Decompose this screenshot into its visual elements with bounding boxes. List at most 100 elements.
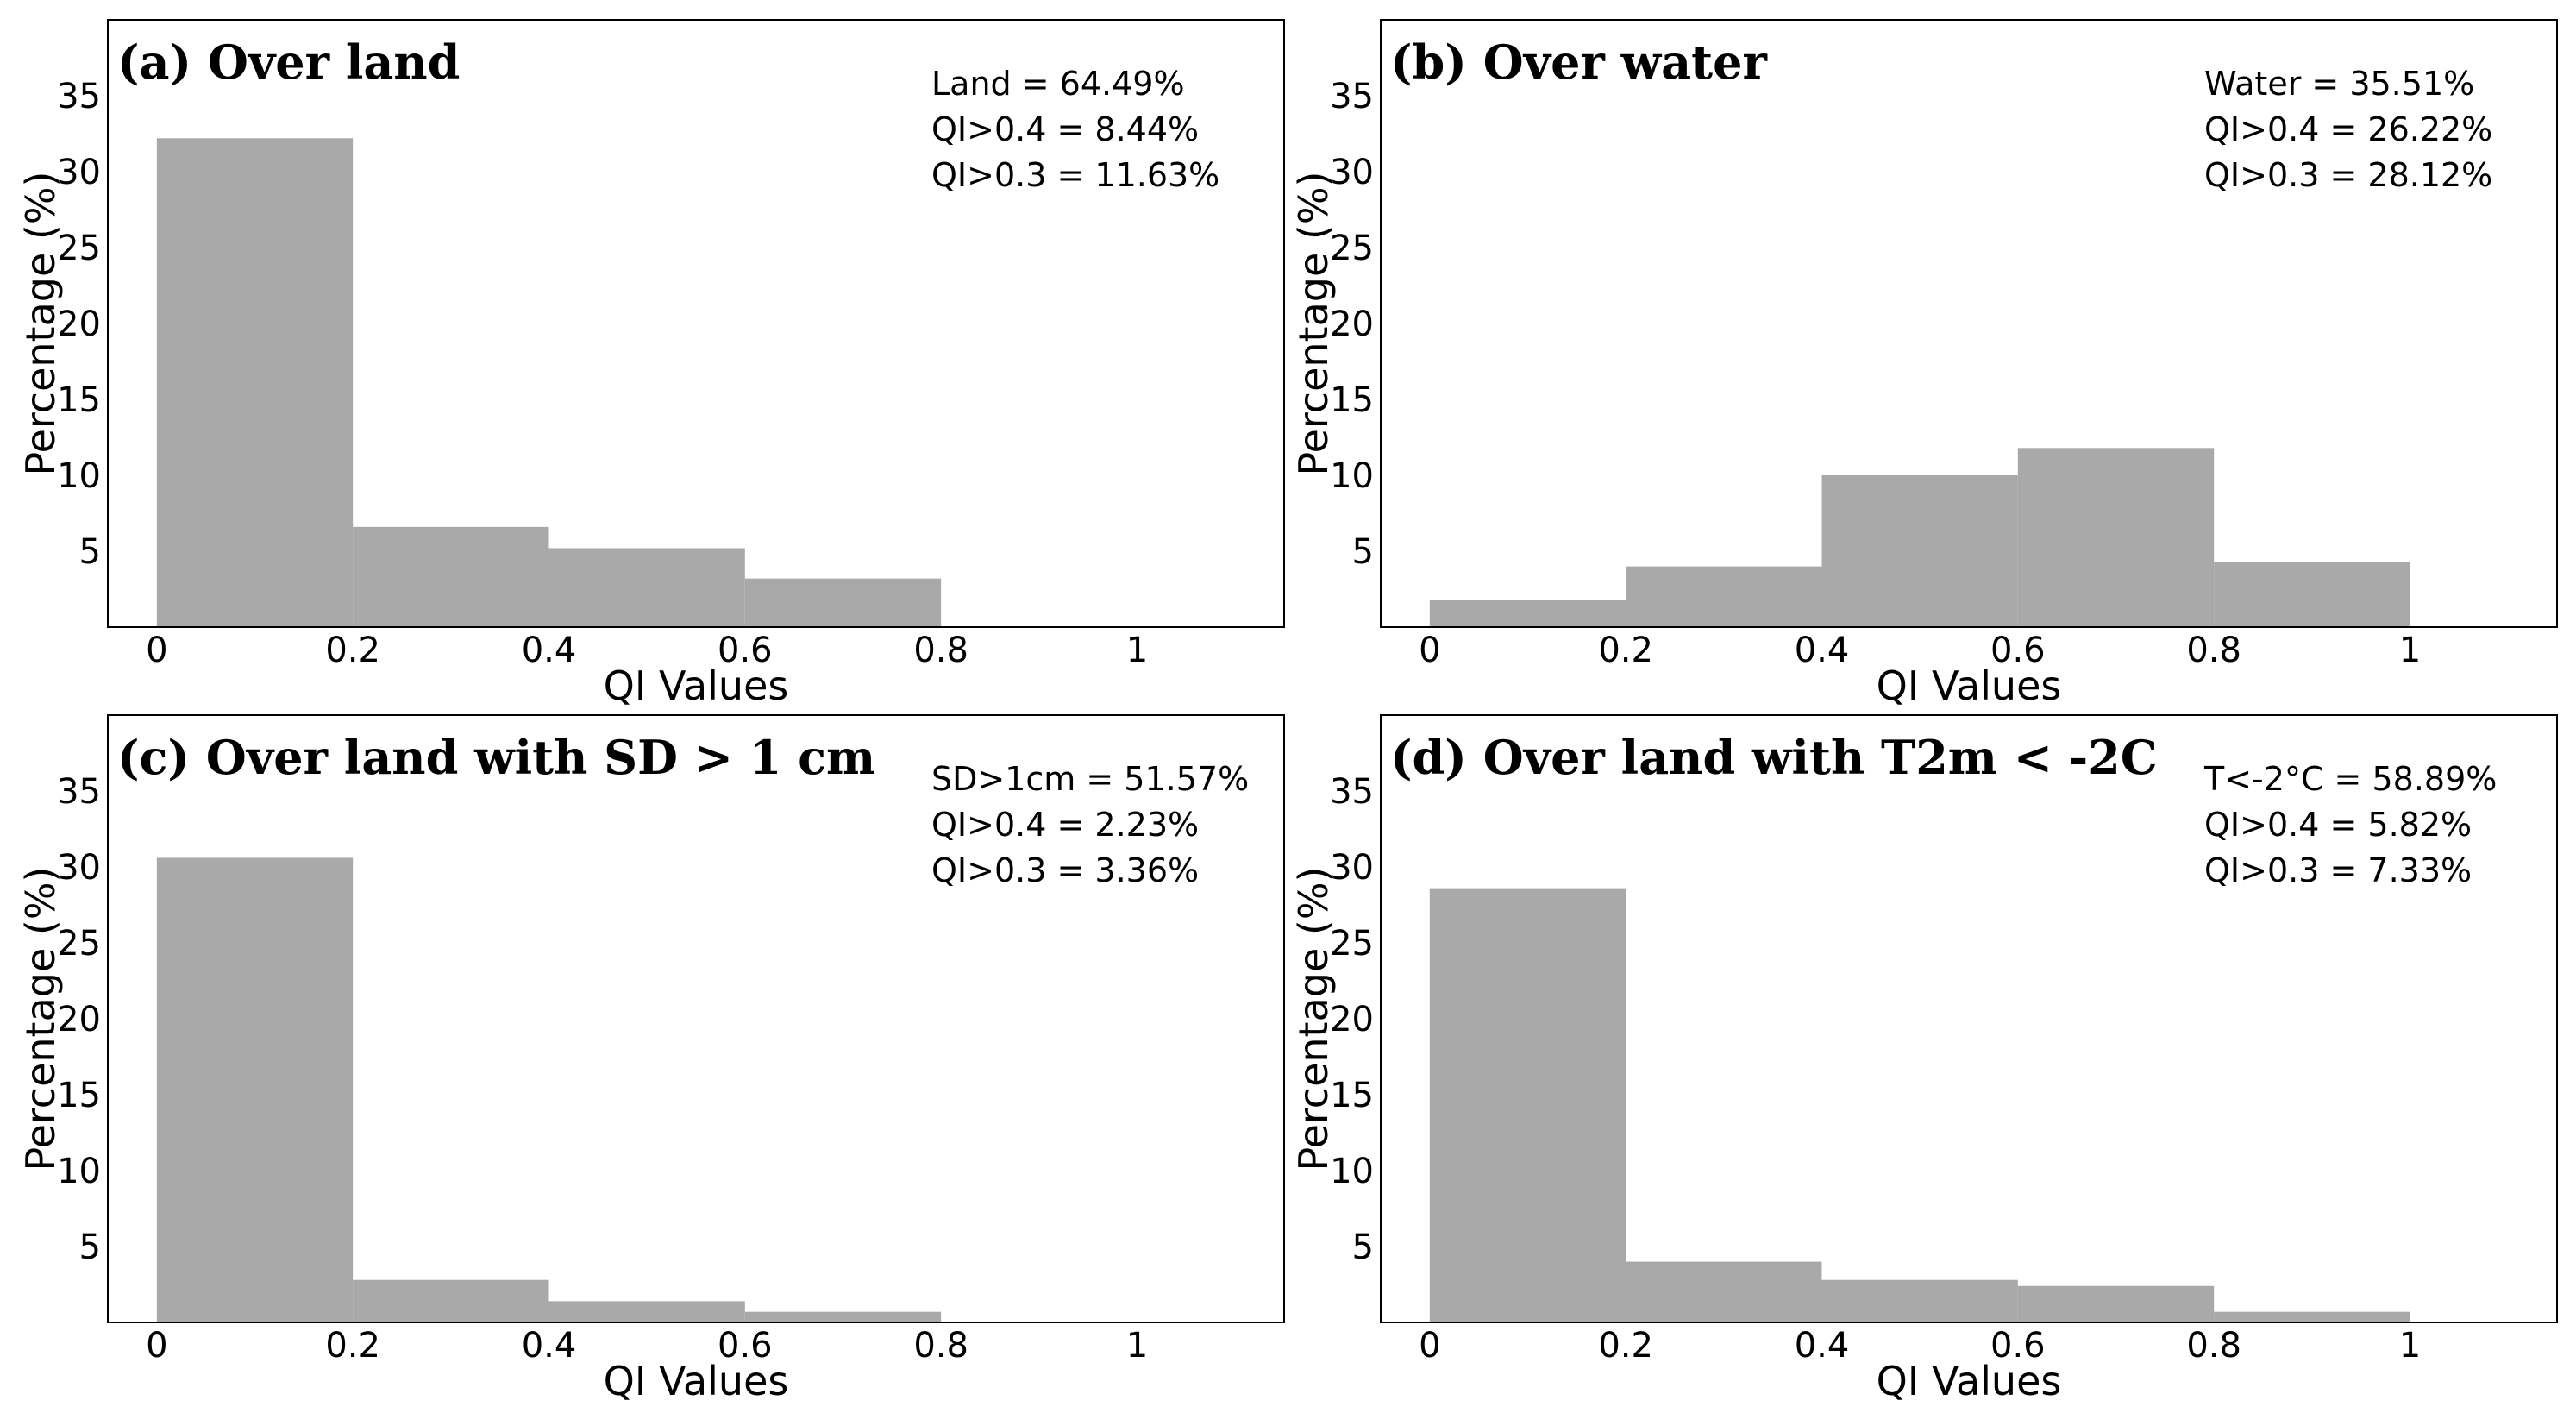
bar-b-3 [2017,448,2215,627]
x-axis-label-c: QI Values [604,1358,789,1404]
ytick-label-c-2: 15 [57,1076,101,1115]
bar-d-4 [2214,1311,2410,1322]
ytick-label-b-6: 35 [1330,77,1374,116]
bar-d-3 [2017,1285,2215,1322]
y-axis-label-c: Percentage (%) [17,867,64,1171]
bar-c-2 [548,1301,745,1322]
stat-annotation-a-1: QI>0.4 = 8.44% [931,110,1199,148]
panel-title-c: (c) Over land with SD > 1 cm [117,730,875,785]
xtick-label-a-0: 0 [146,631,167,670]
xtick-label-b-3: 0.6 [1990,631,2046,670]
y-axis-label-a: Percentage (%) [17,172,64,476]
bar-a-1 [353,526,549,627]
bar-a-3 [744,578,942,627]
ytick-label-b-0: 5 [1352,532,1374,572]
ytick-label-d-5: 30 [1330,848,1374,888]
stat-annotation-a-0: Land = 64.49% [931,65,1185,103]
bar-b-1 [1626,566,1822,627]
ytick-label-a-4: 25 [57,229,101,268]
bar-d-2 [1821,1279,2018,1322]
bar-a-0 [156,138,354,627]
stat-annotation-b-2: QI>0.3 = 28.12% [2204,156,2492,194]
panel-title-b: (b) Over water [1390,35,1767,90]
xtick-label-c-3: 0.6 [718,1326,773,1366]
xtick-label-a-2: 0.4 [522,631,577,670]
stat-annotation-b-0: Water = 35.51% [2204,65,2474,103]
bar-b-2 [1821,475,2018,627]
xtick-label-a-3: 0.6 [718,631,773,670]
bar-c-1 [353,1279,549,1322]
ytick-label-c-0: 5 [79,1228,101,1267]
xtick-label-d-0: 0 [1419,1326,1440,1366]
xtick-label-d-1: 0.2 [1598,1326,1653,1366]
ytick-label-d-3: 20 [1330,1000,1374,1039]
xtick-label-a-5: 1 [1126,631,1148,670]
ytick-label-a-0: 5 [79,532,101,572]
xtick-label-c-1: 0.2 [325,1326,380,1366]
xtick-label-b-0: 0 [1419,631,1440,670]
plot-frame-d [1380,714,2558,1323]
panel-title-a: (a) Over land [117,35,460,90]
ytick-label-c-6: 35 [57,772,101,812]
xtick-label-d-2: 0.4 [1795,1326,1850,1366]
xtick-label-b-4: 0.8 [2186,631,2241,670]
stat-annotation-c-0: SD>1cm = 51.57% [931,760,1249,798]
ytick-label-d-0: 5 [1352,1228,1374,1267]
ytick-label-b-5: 30 [1330,153,1374,192]
x-axis-label-b: QI Values [1877,663,2062,709]
ytick-label-b-1: 10 [1330,456,1374,496]
bar-d-0 [1429,888,1626,1322]
xtick-label-a-1: 0.2 [325,631,380,670]
ytick-label-a-3: 20 [57,305,101,344]
xtick-label-c-4: 0.8 [913,1326,968,1366]
stat-annotation-b-1: QI>0.4 = 26.22% [2204,110,2492,148]
stat-annotation-c-1: QI>0.4 = 2.23% [931,806,1199,844]
xtick-label-b-2: 0.4 [1795,631,1850,670]
bar-d-1 [1626,1261,1822,1322]
ytick-label-a-6: 35 [57,77,101,116]
y-axis-label-d: Percentage (%) [1290,867,1337,1171]
stat-annotation-c-2: QI>0.3 = 3.36% [931,851,1199,889]
ytick-label-d-6: 35 [1330,772,1374,812]
ytick-label-c-3: 20 [57,1000,101,1039]
ytick-label-c-1: 10 [57,1152,101,1191]
ytick-label-d-1: 10 [1330,1152,1374,1191]
ytick-label-a-2: 15 [57,380,101,420]
plot-frame-b [1380,19,2558,628]
ytick-label-b-3: 20 [1330,305,1374,344]
xtick-label-c-2: 0.4 [522,1326,577,1366]
stat-annotation-d-1: QI>0.4 = 5.82% [2204,806,2472,844]
panel-title-d: (d) Over land with T2m < -2C [1390,730,2158,785]
xtick-label-d-5: 1 [2399,1326,2421,1366]
ytick-label-a-5: 30 [57,153,101,192]
xtick-label-b-1: 0.2 [1598,631,1653,670]
bar-b-4 [2214,562,2410,627]
ytick-label-c-4: 25 [57,924,101,964]
bar-a-2 [548,548,745,627]
xtick-label-d-3: 0.6 [1990,1326,2046,1366]
xtick-label-a-4: 0.8 [913,631,968,670]
stat-annotation-d-0: T<-2°C = 58.89% [2203,760,2497,798]
xtick-label-b-5: 1 [2399,631,2421,670]
ytick-label-c-5: 30 [57,848,101,888]
xtick-label-c-5: 1 [1126,1326,1148,1366]
ytick-label-a-1: 10 [57,456,101,496]
stat-annotation-d-2: QI>0.3 = 7.33% [2204,851,2472,889]
bar-c-0 [156,857,354,1322]
ytick-label-b-2: 15 [1330,380,1374,420]
plot-frame-c [107,714,1285,1323]
x-axis-label-a: QI Values [604,663,789,709]
x-axis-label-d: QI Values [1877,1358,2062,1404]
xtick-label-d-4: 0.8 [2186,1326,2241,1366]
ytick-label-d-2: 15 [1330,1076,1374,1115]
bar-b-0 [1429,600,1626,627]
plot-frame-a [107,19,1285,628]
ytick-label-d-4: 25 [1330,924,1374,964]
y-axis-label-b: Percentage (%) [1290,172,1337,476]
